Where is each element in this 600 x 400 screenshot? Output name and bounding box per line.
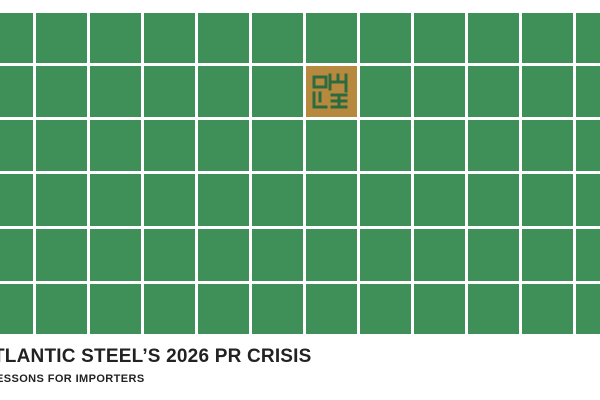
grid-tile (36, 13, 87, 63)
grid-tile (360, 229, 411, 281)
grid-tile (414, 284, 465, 334)
grid-tile (360, 13, 411, 63)
grid-tile (576, 174, 600, 226)
grid-tile (306, 120, 357, 171)
grid-tile (0, 229, 33, 281)
grid-tile (0, 66, 33, 117)
grid-tile (0, 13, 33, 63)
grid-tile (198, 66, 249, 117)
grid-tile (576, 229, 600, 281)
grid-tile (198, 120, 249, 171)
subheadline: ESSONS FOR IMPORTERS (0, 373, 145, 385)
grid-tile (306, 174, 357, 226)
grid-tile (144, 284, 195, 334)
grid-tile (468, 13, 519, 63)
grid-tile (90, 13, 141, 63)
grid-tile (468, 229, 519, 281)
grid-tile (144, 66, 195, 117)
grid-tile (306, 229, 357, 281)
grid-tile (0, 120, 33, 171)
grid-tile (576, 120, 600, 171)
caption-panel (0, 334, 600, 400)
grid-tile (522, 120, 573, 171)
grid-tile (414, 66, 465, 117)
grid-tile (252, 66, 303, 117)
grid-tile (360, 66, 411, 117)
grid-tile (522, 13, 573, 63)
grid-tile (90, 174, 141, 226)
grid-tile (252, 174, 303, 226)
grid-tile (576, 13, 600, 63)
grid-tile (468, 120, 519, 171)
grid-tile (306, 66, 357, 117)
grid-tile (36, 66, 87, 117)
grid-tile (198, 174, 249, 226)
grid-tile (36, 284, 87, 334)
grid-tile (144, 229, 195, 281)
grid-tile (522, 284, 573, 334)
grid-tile (414, 229, 465, 281)
headline: TLANTIC STEEL’S 2026 PR CRISIS (0, 346, 312, 367)
grid-tile (252, 120, 303, 171)
grid-tile (306, 13, 357, 63)
grid-tile (198, 229, 249, 281)
grid-tile (0, 174, 33, 226)
grid-tile (36, 120, 87, 171)
grid-tile (414, 13, 465, 63)
grid-tile (360, 174, 411, 226)
grid-tile (252, 284, 303, 334)
grid-tile (90, 120, 141, 171)
grid-tile (468, 174, 519, 226)
grid-tile (144, 174, 195, 226)
grid-tile (0, 284, 33, 334)
grid-tile (144, 120, 195, 171)
grid-tile (414, 120, 465, 171)
grid-tile (522, 229, 573, 281)
grid-tile (144, 13, 195, 63)
grid-tile (90, 229, 141, 281)
grid-tile (198, 284, 249, 334)
grid-tile (198, 13, 249, 63)
grid-tile (90, 284, 141, 334)
grid-tile (576, 66, 600, 117)
grid-tile (576, 284, 600, 334)
grid-tile (360, 120, 411, 171)
grid-tile (414, 174, 465, 226)
grid-tile (522, 174, 573, 226)
grid-tile (90, 66, 141, 117)
grid-tile (252, 13, 303, 63)
grid-tile (36, 229, 87, 281)
grid-tile (36, 174, 87, 226)
grid-tile (252, 229, 303, 281)
grid-tile (360, 284, 411, 334)
grid-tile (306, 284, 357, 334)
grid-tile (468, 284, 519, 334)
grid-tile (522, 66, 573, 117)
grid-tile (468, 66, 519, 117)
